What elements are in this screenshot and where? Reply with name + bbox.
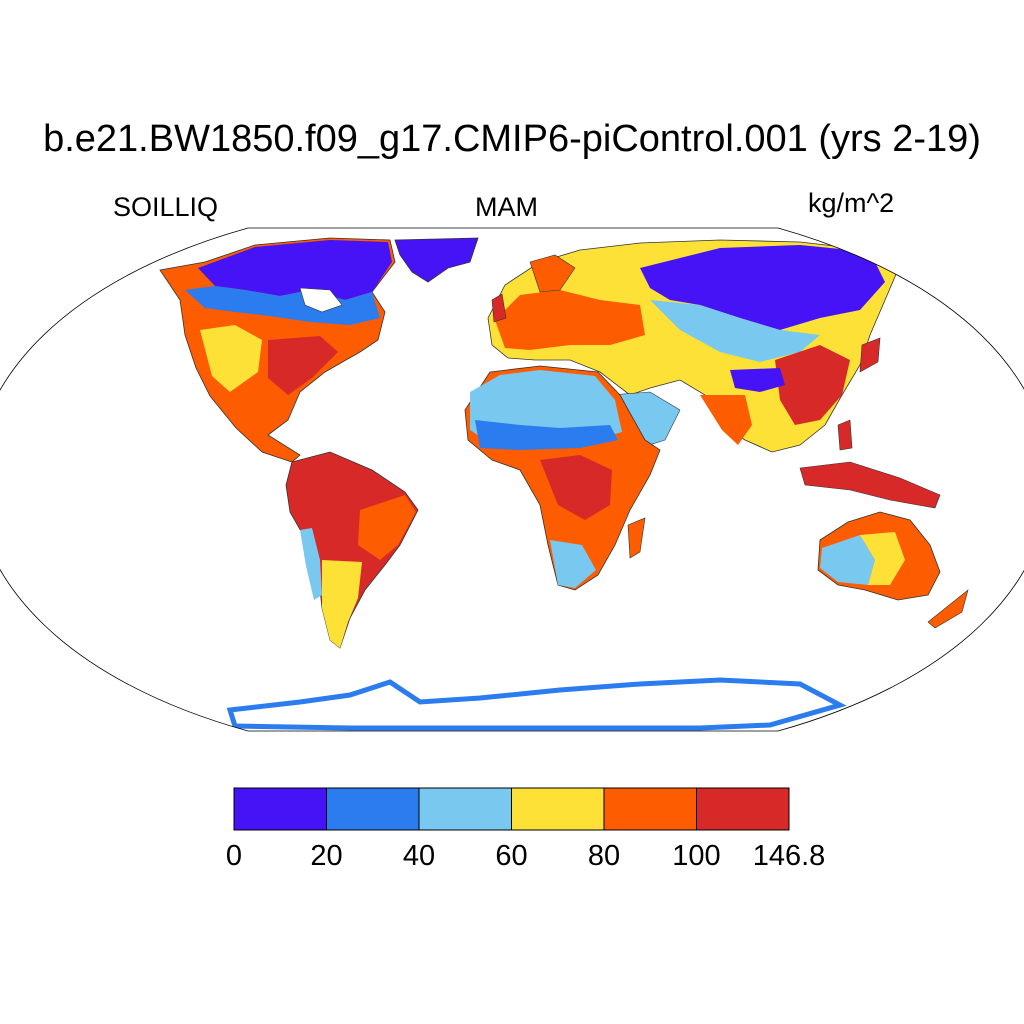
- colorbar-label-5: 100: [672, 840, 721, 872]
- uk-islands: [491, 293, 507, 323]
- scandinavia-region: [529, 254, 576, 293]
- madagascar-landmass: [627, 517, 646, 559]
- south-asia-region: [700, 395, 752, 445]
- colorbar-label-1: 20: [310, 840, 343, 872]
- east-asia-region: [775, 345, 850, 425]
- plot-title: b.e21.BW1850.f09_g17.CMIP6-piControl.001…: [43, 118, 981, 160]
- units-label: kg/m^2: [808, 188, 895, 218]
- season-label: MAM: [475, 192, 538, 222]
- southern-africa-region: [550, 540, 596, 588]
- indonesia-islands: [799, 461, 941, 509]
- congo-region: [540, 455, 612, 520]
- new-zealand-landmass: [927, 589, 969, 629]
- north-america-plains-region: [200, 325, 262, 392]
- europe-region: [495, 290, 645, 350]
- colorbar-label-0: 0: [225, 840, 243, 872]
- south-america-east-region: [358, 495, 416, 560]
- colorbar-segment-0: [233, 787, 327, 831]
- sahel-region: [475, 420, 618, 450]
- colorbar-segment-1: [326, 787, 420, 831]
- colorbar-segment-2: [418, 787, 512, 831]
- colorbar-segment-3: [511, 787, 605, 831]
- tibet-region: [730, 368, 785, 392]
- philippines-islands: [837, 419, 853, 451]
- siberia-region: [640, 245, 885, 330]
- greenland-landmass: [394, 237, 479, 283]
- colorbar: [233, 787, 790, 831]
- south-america-south-region: [322, 560, 362, 648]
- colorbar-label-2: 40: [402, 840, 436, 872]
- map-border: [0, 227, 1024, 732]
- north-america-boreal-region: [185, 286, 380, 325]
- south-america-andes-strip: [300, 528, 322, 600]
- colorbar-label-3: 60: [495, 840, 528, 872]
- hudson-bay-water: [299, 287, 343, 313]
- colorbar-segment-5: [696, 787, 790, 831]
- antarctica-coast: [226, 677, 847, 731]
- australia-interior-region: [820, 535, 875, 585]
- colorbar-label-4: 80: [587, 840, 621, 872]
- north-america-arctic-region: [198, 240, 392, 300]
- north-america-east-region: [268, 336, 338, 395]
- variable-label: SOILLIQ: [113, 192, 219, 222]
- central-asia-region: [650, 300, 820, 362]
- colorbar-label-6: 146.8: [752, 840, 826, 872]
- japan-islands: [859, 337, 881, 373]
- colorbar-segment-4: [603, 787, 697, 831]
- australia-central-region: [860, 532, 905, 585]
